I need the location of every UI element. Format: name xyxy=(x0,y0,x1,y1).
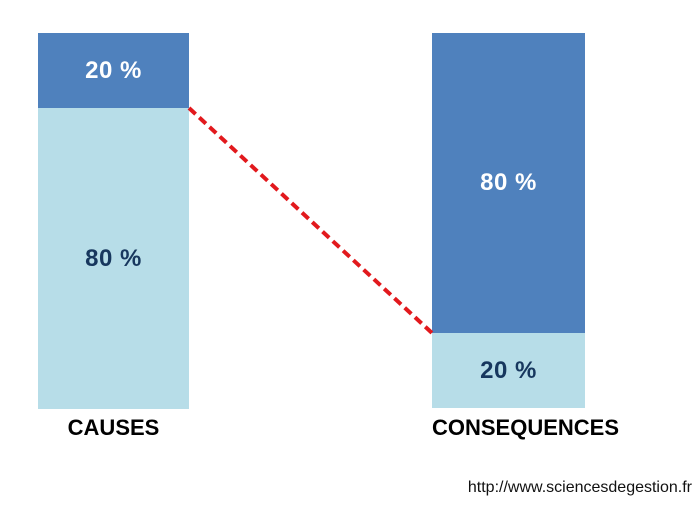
website-url: http://www.sciencesdegestion.fr xyxy=(467,479,692,496)
category-label-consequences: CONSEQUENCES xyxy=(432,415,620,440)
category-label-causes: CAUSES xyxy=(67,415,160,440)
causes-top-segment: 20 % xyxy=(38,33,189,109)
bar-consequences: 80 % 20 % xyxy=(432,33,585,408)
pareto-connector-line xyxy=(187,106,434,335)
consequences-bottom-segment: 20 % xyxy=(432,333,585,408)
causes-bottom-segment: 80 % xyxy=(38,108,189,409)
causes-top-segment-value-label: 20 % xyxy=(85,56,142,84)
consequences-top-segment-value-label: 80 % xyxy=(480,169,537,196)
consequences-bottom-segment-value-label: 20 % xyxy=(480,356,537,384)
bar-causes: 20 % 80 % xyxy=(38,33,189,409)
consequences-top-segment: 80 % xyxy=(432,33,585,333)
causes-bottom-segment-value-label: 80 % xyxy=(85,244,142,272)
